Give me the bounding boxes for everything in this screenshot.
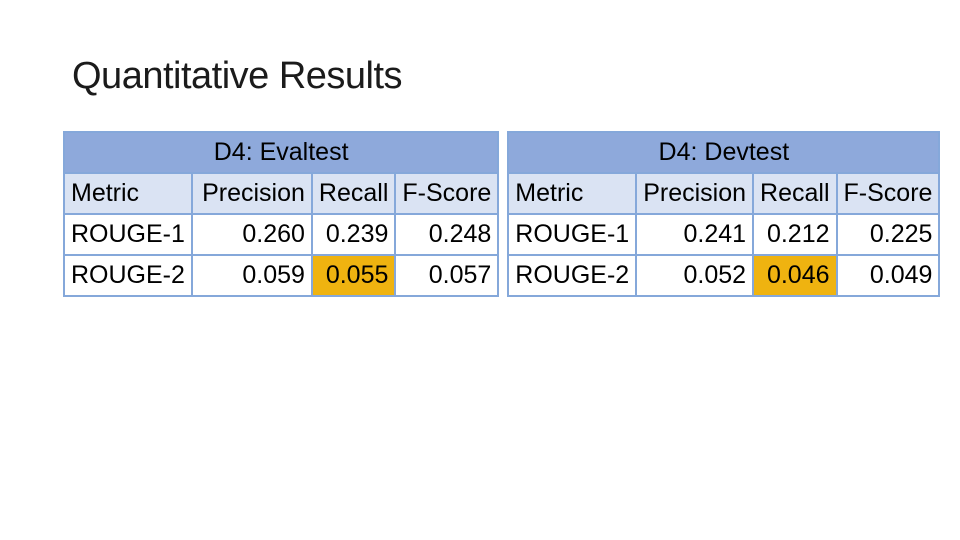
column-header-precision: Precision	[190, 172, 313, 215]
value-cell: 0.057	[394, 254, 500, 297]
column-header-metric: Metric	[63, 172, 193, 215]
devtest-table-title: D4: Devtest	[507, 131, 941, 174]
evaltest-table-title: D4: Evaltest	[62, 131, 500, 174]
results-tables-row: D4: Evaltest Metric Precision Recall F-S…	[62, 131, 941, 297]
column-header-row: Metric Precision Recall F-Score	[63, 172, 500, 215]
metric-label-cell: ROUGE-1	[63, 213, 193, 256]
table-row-rouge1: ROUGE-1 0.260 0.239 0.248	[63, 213, 500, 256]
column-header-row: Metric Precision Recall F-Score	[507, 172, 941, 215]
column-header-metric: Metric	[507, 172, 638, 215]
value-cell-highlighted: 0.046	[752, 254, 838, 297]
value-cell: 0.049	[835, 254, 941, 297]
value-cell: 0.212	[752, 213, 838, 256]
value-cell: 0.239	[310, 213, 397, 256]
table-caption-row: D4: Devtest	[507, 131, 941, 174]
column-header-recall: Recall	[752, 172, 838, 215]
slide-title: Quantitative Results	[72, 55, 403, 97]
value-cell: 0.059	[190, 254, 313, 297]
column-header-fscore: F-Score	[835, 172, 941, 215]
metric-label-cell: ROUGE-2	[507, 254, 638, 297]
column-header-recall: Recall	[310, 172, 397, 215]
table-row-rouge2: ROUGE-2 0.052 0.046 0.049	[507, 254, 941, 297]
metric-label-cell: ROUGE-1	[507, 213, 638, 256]
value-cell: 0.248	[394, 213, 500, 256]
table-caption-row: D4: Evaltest	[62, 131, 500, 174]
metric-label-cell: ROUGE-2	[63, 254, 193, 297]
column-header-fscore: F-Score	[394, 172, 500, 215]
value-cell: 0.260	[190, 213, 313, 256]
devtest-table: D4: Devtest Metric Precision Recall F-Sc…	[507, 131, 941, 297]
column-header-precision: Precision	[635, 172, 755, 215]
table-row-rouge2: ROUGE-2 0.059 0.055 0.057	[63, 254, 500, 297]
value-cell: 0.052	[635, 254, 755, 297]
value-cell: 0.241	[635, 213, 755, 256]
value-cell: 0.225	[835, 213, 941, 256]
value-cell-highlighted: 0.055	[310, 254, 397, 297]
evaltest-table: D4: Evaltest Metric Precision Recall F-S…	[62, 131, 500, 297]
table-row-rouge1: ROUGE-1 0.241 0.212 0.225	[507, 213, 941, 256]
